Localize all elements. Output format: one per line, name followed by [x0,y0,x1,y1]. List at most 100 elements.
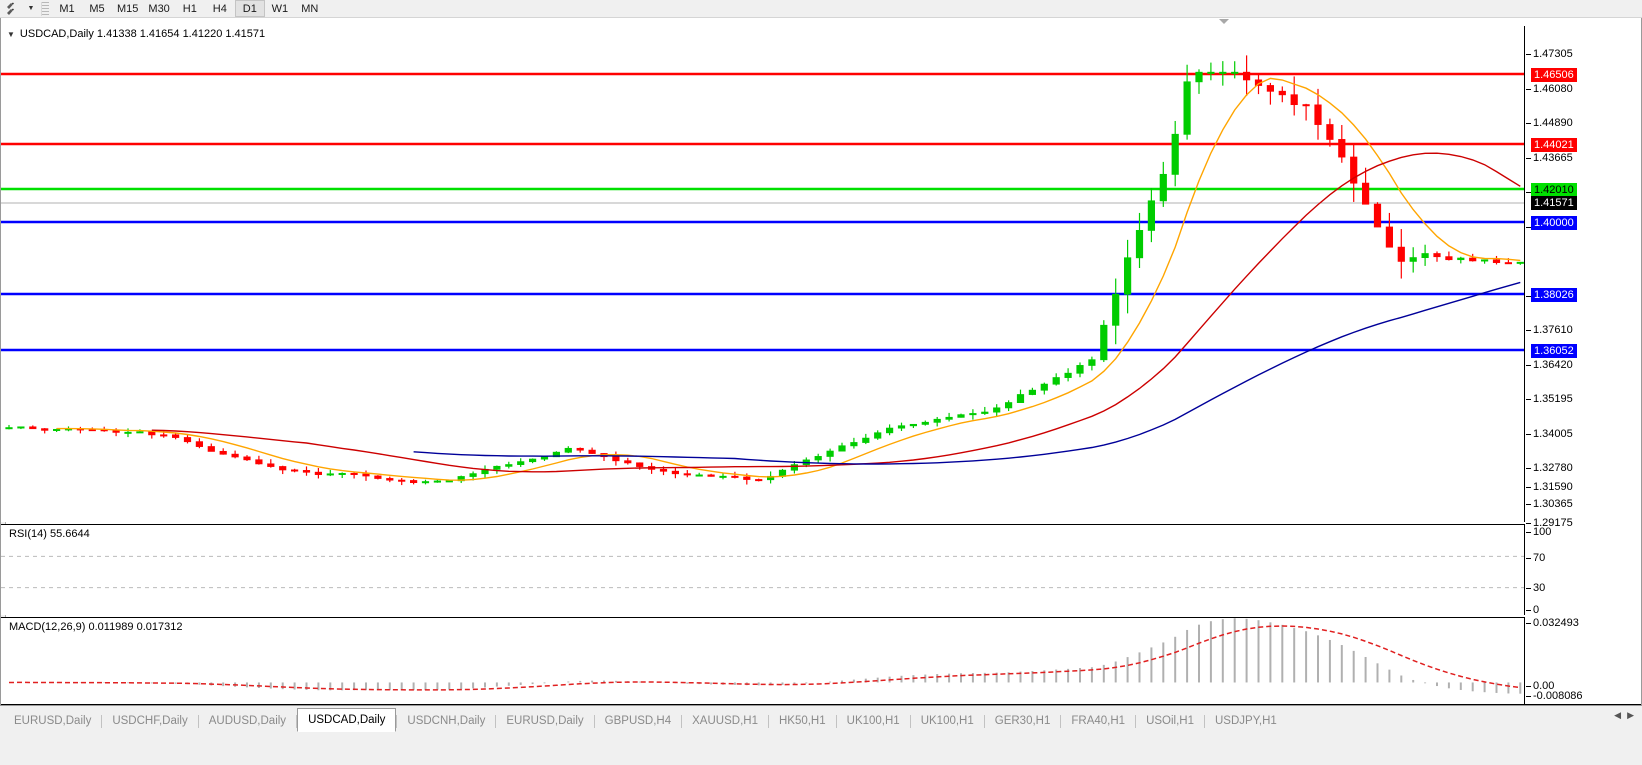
price-axis-label: 1.36420 [1533,359,1573,371]
timeframe-list: M1 M5 M15 M30 H1 H4 D1 W1 MN [52,0,325,17]
tab-separator [593,714,595,728]
tab-separator [101,714,103,728]
price-level-badge[interactable]: 1.38026 [1531,288,1577,302]
tab-separator [495,714,497,728]
price-level-badge[interactable]: 1.42010 [1531,183,1577,197]
chart-window: ▼ USDCAD,Daily 1.41338 1.41654 1.41220 1… [0,18,1642,721]
chart-tab-gbpusd-h4[interactable]: GBPUSD,H4 [604,715,672,727]
timeframe-m15[interactable]: M15 [117,2,139,15]
axis-tick [1526,468,1531,469]
timeframe-h4[interactable]: H4 [212,2,227,15]
axis-tick [1526,158,1531,159]
chart-tab-eurusd-daily[interactable]: EURUSD,Daily [506,715,584,727]
chart-tab-uk100-h1[interactable]: UK100,H1 [846,715,900,727]
price-axis-label: 1.31590 [1533,481,1573,493]
tab-separator [767,714,769,728]
rsi-axis-label: 0 [1533,604,1540,616]
timeframe-m1[interactable]: M1 [59,2,75,15]
chart-tab-usoil-h1[interactable]: USOil,H1 [1146,715,1194,727]
price-level-badge[interactable]: 1.46506 [1531,68,1577,82]
tab-separator [835,714,837,728]
rsi-axis-label: 70 [1533,552,1546,564]
scroll-left-icon[interactable]: ◀ [1614,710,1622,720]
symbol-ohlc-label: USDCAD,Daily 1.41338 1.41654 1.41220 1.4… [19,28,266,40]
price-level-badge[interactable]: 1.40000 [1531,216,1577,230]
price-axis-label: 1.37610 [1533,324,1573,336]
timeframe-w1[interactable]: W1 [271,2,289,15]
rsi-axis-label: 30 [1533,582,1546,594]
chart-top-strip [1,18,1641,26]
timeframe-d1[interactable]: D1 [234,0,265,17]
chart-tab-usdjpy-h1[interactable]: USDJPY,H1 [1215,715,1277,727]
tab-separator [1060,714,1062,728]
chart-tab-eurusd-daily[interactable]: EURUSD,Daily [14,715,92,727]
chart-tab-usdcnh-daily[interactable]: USDCNH,Daily [407,715,486,727]
rsi-axis-label: 100 [1533,526,1552,538]
chart-tab-usdchf-daily[interactable]: USDCHF,Daily [112,715,188,727]
tab-separator [296,714,298,728]
macd-indicator-label: MACD(12,26,9) 0.011989 0.017312 [9,621,183,633]
axis-tick [1526,399,1531,400]
rsi-indicator-label: RSI(14) 55.6644 [9,528,90,540]
toolbar-grip[interactable] [41,1,49,16]
price-axis-label: 1.46080 [1533,83,1573,95]
macd-chart-canvas [8,618,1522,694]
macd-axis-label: -0.008086 [1533,690,1583,702]
timeframe-toolbar: ▼ M1 M5 M15 M30 H1 H4 D1 W1 MN [0,0,1642,18]
tab-separator [197,714,199,728]
chart-tabs-list: EURUSD,Daily USDCHF,Daily AUDUSD,Daily USDC… [0,708,1614,732]
rsi-pane[interactable]: RSI(14) 55.6644 [1,524,1525,615]
macd-pane[interactable]: MACD(12,26,9) 0.011989 0.017312 [1,617,1525,704]
indicators-icon[interactable] [2,1,24,17]
price-axis-label: 1.35195 [1533,393,1573,405]
tab-separator [1135,714,1137,728]
axis-tick [1526,532,1531,533]
rsi-chart-canvas [1,525,1524,589]
chevron-down-icon[interactable]: ▼ [7,29,15,39]
tab-separator [681,714,683,728]
price-level-badge[interactable]: 1.44021 [1531,138,1577,152]
price-axis-label: 1.47305 [1533,48,1573,60]
chart-tab-xauusd-h1[interactable]: XAUUSD,H1 [692,715,758,727]
timeframe-m5[interactable]: M5 [89,2,105,15]
chart-tabs-bar: EURUSD,Daily USDCHF,Daily AUDUSD,Daily USDC… [0,705,1642,765]
axis-tick [1526,504,1531,505]
axis-tick [1526,610,1531,611]
price-axis-label: 1.34005 [1533,428,1573,440]
tab-scroll-controls[interactable]: ◀ ▶ [1614,710,1642,721]
price-axis-label: 1.32780 [1533,462,1573,474]
chart-tab-usdcad-daily[interactable]: USDCAD,Daily [297,708,397,732]
macd-axis-label: 0.032493 [1533,617,1579,629]
price-pane[interactable]: ▼ USDCAD,Daily 1.41338 1.41654 1.41220 1… [1,26,1525,522]
price-chart-canvas[interactable] [1,26,1525,522]
axis-tick [1526,365,1531,366]
axis-tick [1526,296,1531,297]
axis-tick [1526,588,1531,589]
chart-tab-fra40-h1[interactable]: FRA40,H1 [1071,715,1126,727]
chart-tab-ger30-h1[interactable]: GER30,H1 [994,715,1051,727]
tab-separator [909,714,911,728]
chart-tab-audusd-daily[interactable]: AUDUSD,Daily [208,715,287,727]
axis-tick [1526,89,1531,90]
price-axis-label: 1.44890 [1533,117,1573,129]
chevron-down-icon[interactable]: ▼ [27,5,35,12]
axis-tick [1526,123,1531,124]
axis-tick [1526,227,1531,228]
price-axis[interactable]: 1.473051.460801.448901.436651.424401.412… [1526,26,1641,704]
timeframe-mn[interactable]: MN [301,2,319,15]
chart-position-marker-icon [1219,19,1229,24]
axis-tick [1526,696,1531,697]
timeframe-m30[interactable]: M30 [148,2,170,15]
tab-separator [1204,714,1205,728]
axis-tick [1526,54,1531,55]
axis-tick [1526,623,1531,624]
price-level-badge[interactable]: 1.36052 [1531,344,1577,358]
price-level-badge[interactable]: 1.41571 [1531,196,1577,210]
scroll-right-icon[interactable]: ▶ [1627,710,1634,720]
timeframe-h1[interactable]: H1 [182,2,197,15]
chart-tab-uk100-h1[interactable]: UK100,H1 [920,715,974,727]
macd-axis-label: 0.00 [1533,680,1555,692]
axis-tick [1526,686,1531,687]
axis-tick [1526,434,1531,435]
chart-tab-hk50-h1[interactable]: HK50,H1 [778,715,826,727]
